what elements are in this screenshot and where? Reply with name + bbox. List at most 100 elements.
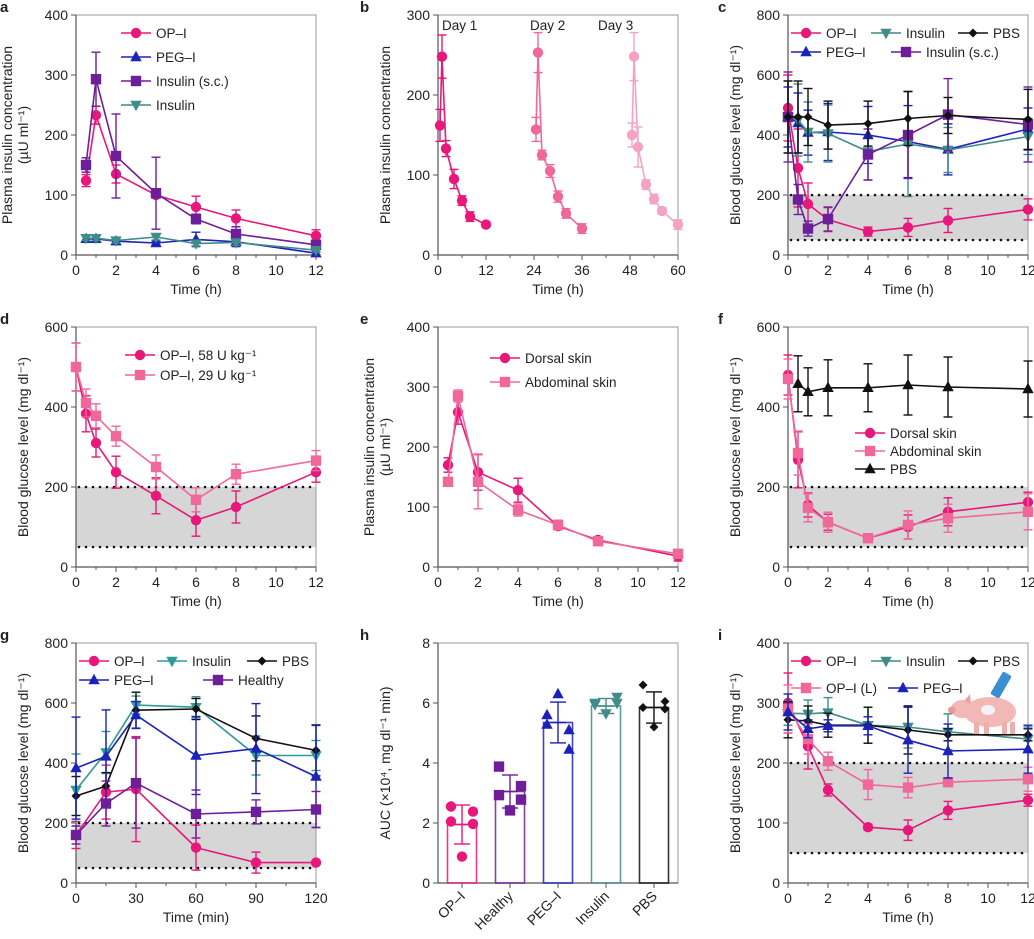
data-point [442,459,454,471]
data-point [802,722,814,733]
data-point [456,195,468,206]
panel-letter: c [718,0,726,16]
data-point [656,205,668,217]
legend-label: Abdominal skin [890,444,982,459]
pig-head [951,700,973,718]
y-tick-label: 100 [45,187,69,203]
data-point [190,808,202,820]
x-tick-label: 2 [824,262,832,278]
legend-item: OP–I [79,654,145,669]
pig-snout [948,706,956,714]
data-point [862,149,874,160]
pig-leg [984,722,989,734]
data-point [80,234,92,245]
data-point [648,193,660,205]
x-tick-label: 30 [128,890,144,906]
legend-label: OP–I [826,26,857,41]
data-point [532,47,544,58]
data-point [90,410,102,421]
data-point [452,390,464,402]
x-tick-label: 8 [944,262,952,278]
series-label: Day 1 [442,18,477,33]
data-point [782,373,794,385]
x-tick-label: 6 [904,262,912,278]
data-point [942,380,954,392]
data-point [310,230,322,241]
legend-label: Insulin [906,654,945,669]
legend-item: OP–I [791,26,857,41]
y-tick-label: 400 [45,399,69,415]
data-point [862,381,874,392]
y-tick-label: 200 [45,127,69,143]
legend-marker [968,28,978,38]
x-tick-label: 8 [944,574,952,590]
legend-item: Abdominal skin [855,444,982,459]
data-point [150,490,162,501]
x-tick-label: 6 [192,262,200,278]
data-point [902,734,914,745]
data-point [792,377,804,388]
x-tick-label: 6 [904,574,912,590]
legend-label: OP–I, 58 U kg⁻¹ [160,348,257,363]
x-tick-label: 6 [904,890,912,906]
y-tick-label: 400 [45,755,69,771]
legend-label: PBS [890,462,917,477]
data-point [230,238,242,249]
data-point [563,723,575,735]
data-point [515,794,527,805]
data-point [862,533,874,544]
y-tick-label: 4 [422,755,430,771]
legend-label: OP–I [156,26,187,41]
y-tick-label: 6 [422,695,430,711]
legend-label: Insulin (s.c.) [156,74,229,89]
data-point [632,141,644,153]
legend-item: Abdominal skin [490,375,617,390]
data-point [943,111,953,120]
data-point [190,494,202,505]
x-tick-label: 60 [188,890,204,906]
x-tick-label: 2 [112,574,120,590]
x-tick-label: 36 [574,262,590,278]
legend-marker [88,673,100,685]
bar-group-OP–I [445,801,479,884]
data-point [110,467,122,478]
series-PEG–I [782,693,1034,779]
legend-item: OP–I (L) [791,681,877,696]
data-point [672,548,684,559]
data-point [822,784,834,796]
x-axis-label: Time (h) [532,593,584,609]
data-point [660,704,670,714]
series-Insulin (s.c.) [80,51,322,250]
legend-marker [864,445,876,457]
x-tick-label: 12 [308,574,324,590]
data-point [310,770,322,781]
x-tick-label: 8 [944,890,952,906]
y-axis-label: Blood glucose level (mg dl⁻¹) [727,673,743,853]
data-point [90,234,102,245]
legend-label: Abdominal skin [525,375,617,390]
legend-label: PEG–I [923,681,963,696]
y-axis-label: Plasma insulin concentration [0,46,15,224]
legend-item: Insulin (s.c.) [121,74,229,89]
legend-item: PEG–I [791,45,866,60]
data-point [70,361,82,373]
series-OP–I, 29 U kg⁻¹ [70,342,322,513]
legend-marker [880,656,892,668]
legend-marker [800,655,812,667]
data-point [493,761,505,772]
y-tick-label: 0 [422,247,430,263]
data-point [310,246,322,257]
y-tick-label: 200 [45,815,69,831]
x-tick-label: 12 [1020,262,1034,278]
series-Day 3 [626,31,684,231]
x-tick-label: 4 [864,890,872,906]
data-point [823,120,833,130]
data-point [902,222,914,233]
data-point [552,519,564,531]
x-tick-label: 60 [670,262,686,278]
legend-label: PEG–I [156,50,196,65]
data-point [80,397,92,409]
y-tick-label: 300 [407,7,431,23]
data-point [782,705,794,717]
data-point [80,159,92,171]
